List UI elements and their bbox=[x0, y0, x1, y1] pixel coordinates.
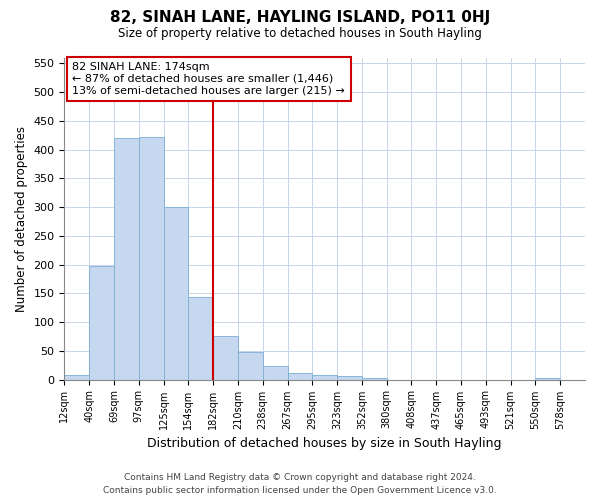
Bar bbox=[263, 366, 287, 380]
Text: 82, SINAH LANE, HAYLING ISLAND, PO11 0HJ: 82, SINAH LANE, HAYLING ISLAND, PO11 0HJ bbox=[110, 10, 490, 25]
Bar bbox=[64, 375, 89, 380]
Bar bbox=[188, 298, 213, 380]
Text: 82 SINAH LANE: 174sqm
← 87% of detached houses are smaller (1,446)
13% of semi-d: 82 SINAH LANE: 174sqm ← 87% of detached … bbox=[72, 62, 345, 96]
Bar bbox=[313, 375, 337, 380]
X-axis label: Distribution of detached houses by size in South Hayling: Distribution of detached houses by size … bbox=[148, 437, 502, 450]
Bar bbox=[362, 378, 386, 380]
Text: Contains HM Land Registry data © Crown copyright and database right 2024.
Contai: Contains HM Land Registry data © Crown c… bbox=[103, 474, 497, 495]
Y-axis label: Number of detached properties: Number of detached properties bbox=[15, 126, 28, 312]
Bar bbox=[89, 266, 114, 380]
Bar bbox=[164, 207, 188, 380]
Bar bbox=[213, 336, 238, 380]
Bar bbox=[535, 378, 560, 380]
Text: Size of property relative to detached houses in South Hayling: Size of property relative to detached ho… bbox=[118, 28, 482, 40]
Bar bbox=[114, 138, 139, 380]
Bar bbox=[139, 137, 164, 380]
Bar bbox=[287, 372, 313, 380]
Bar bbox=[337, 376, 362, 380]
Bar bbox=[238, 352, 263, 380]
